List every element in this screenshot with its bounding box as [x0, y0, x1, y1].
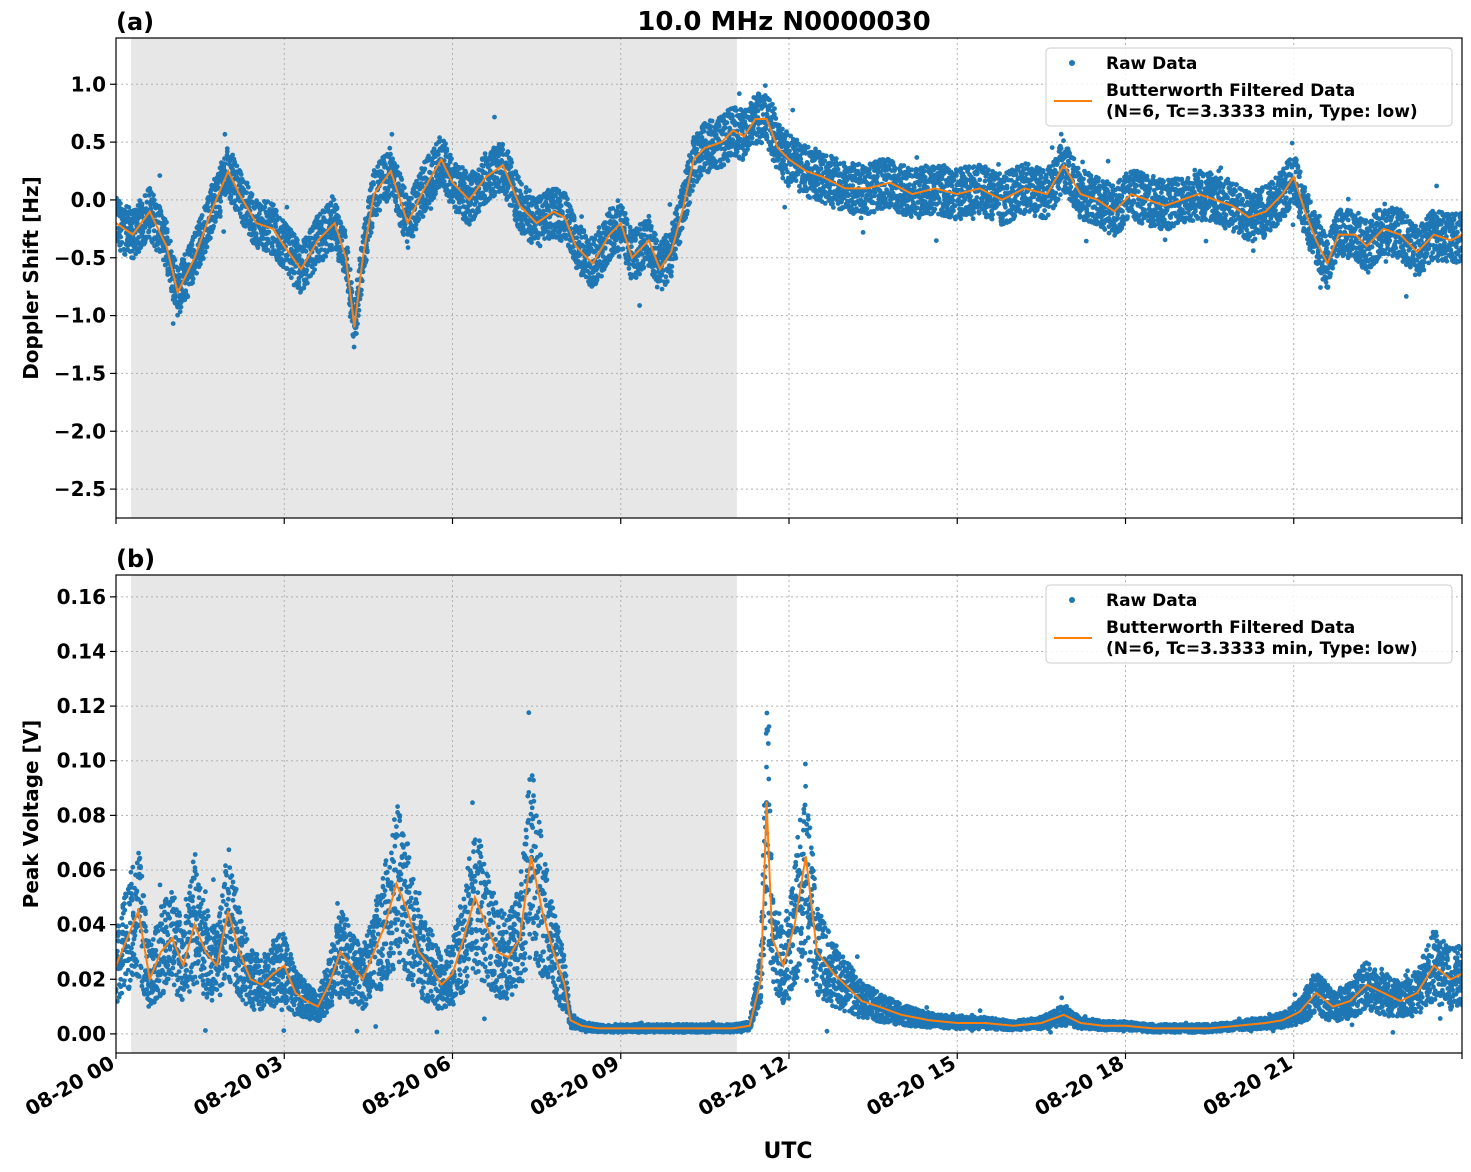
panel-label: (b) [116, 545, 155, 573]
y-tick-label: 0.08 [57, 803, 106, 827]
legend-entry-params: (N=6, Tc=3.3333 min, Type: low) [1106, 102, 1418, 122]
y-axis-label: Peak Voltage [V] [19, 720, 43, 909]
y-tick-label: 0.16 [57, 585, 106, 609]
raw-data-points [116, 710, 1462, 1035]
y-tick-label: 0.00 [57, 1022, 106, 1046]
y-tick-label: 0.14 [57, 639, 106, 663]
panel-label: (a) [116, 8, 154, 36]
x-tick-label: 08-20 18 [1030, 1051, 1128, 1121]
y-tick-label: −2.0 [54, 419, 106, 443]
x-tick-label: 08-20 12 [694, 1051, 792, 1121]
legend-marker-raw [1069, 60, 1075, 66]
shaded-span [131, 38, 737, 518]
legend-marker-raw [1069, 597, 1075, 603]
panel-a: 1.0 0.5 0.0 −0.5 −1.0 −1.5 −2.0 −2.5 Doppler Shi… [19, 8, 1463, 524]
y-tick-label: 0.04 [57, 913, 106, 937]
x-axis-label: UTC [763, 1139, 812, 1164]
legend: Raw Data Butterworth Filtered Data(N=6, T… [1045, 47, 1453, 127]
y-tick-label: −1.5 [54, 361, 106, 385]
y-tick-label: −1.0 [54, 304, 106, 328]
legend: Raw Data Butterworth Filtered Data(N=6, T… [1045, 584, 1453, 664]
x-tick-label: 08-20 09 [526, 1051, 624, 1121]
legend-entry-params: (N=6, Tc=3.3333 min, Type: low) [1106, 639, 1418, 659]
y-tick-label: 0.06 [57, 858, 106, 882]
x-tick-label: 08-20 03 [189, 1051, 287, 1121]
x-tick-label: 08-20 00 [21, 1051, 119, 1121]
figure-title: 10.0 MHz N0000030 [637, 7, 930, 37]
panel-b: 0.16 0.14 0.12 0.10 0.08 0.06 0.04 0.02 0.00 Peak… [19, 545, 1463, 1059]
filtered-data-line [116, 801, 1462, 1030]
raw-data-points [116, 83, 1462, 350]
x-tick-label: 08-20 15 [862, 1051, 960, 1121]
y-tick-label: 0.02 [57, 967, 106, 991]
y-tick-label: −0.5 [54, 246, 106, 270]
legend-entry-raw: Raw Data [1106, 591, 1197, 611]
filtered-data-line [116, 118, 1462, 328]
x-tick-label: 08-20 21 [1199, 1051, 1297, 1121]
y-tick-label: −2.5 [54, 477, 106, 501]
x-tick-label: 08-20 06 [357, 1051, 455, 1121]
x-axis-ticks: 08-20 00 08-20 03 08-20 06 08-20 09 08-20 12… [21, 1051, 1296, 1121]
legend-entry-filtered: Butterworth Filtered Data [1106, 81, 1355, 101]
legend-entry-filtered: Butterworth Filtered Data [1106, 618, 1355, 638]
legend-entry-raw: Raw Data [1106, 54, 1197, 74]
y-tick-label: 1.0 [71, 72, 106, 96]
y-tick-label: 0.12 [57, 694, 106, 718]
y-tick-label: 0.5 [71, 130, 106, 154]
y-axis-label: Doppler Shift [Hz] [19, 176, 43, 380]
y-tick-label: 0.0 [71, 188, 106, 212]
y-tick-label: 0.10 [57, 749, 106, 773]
